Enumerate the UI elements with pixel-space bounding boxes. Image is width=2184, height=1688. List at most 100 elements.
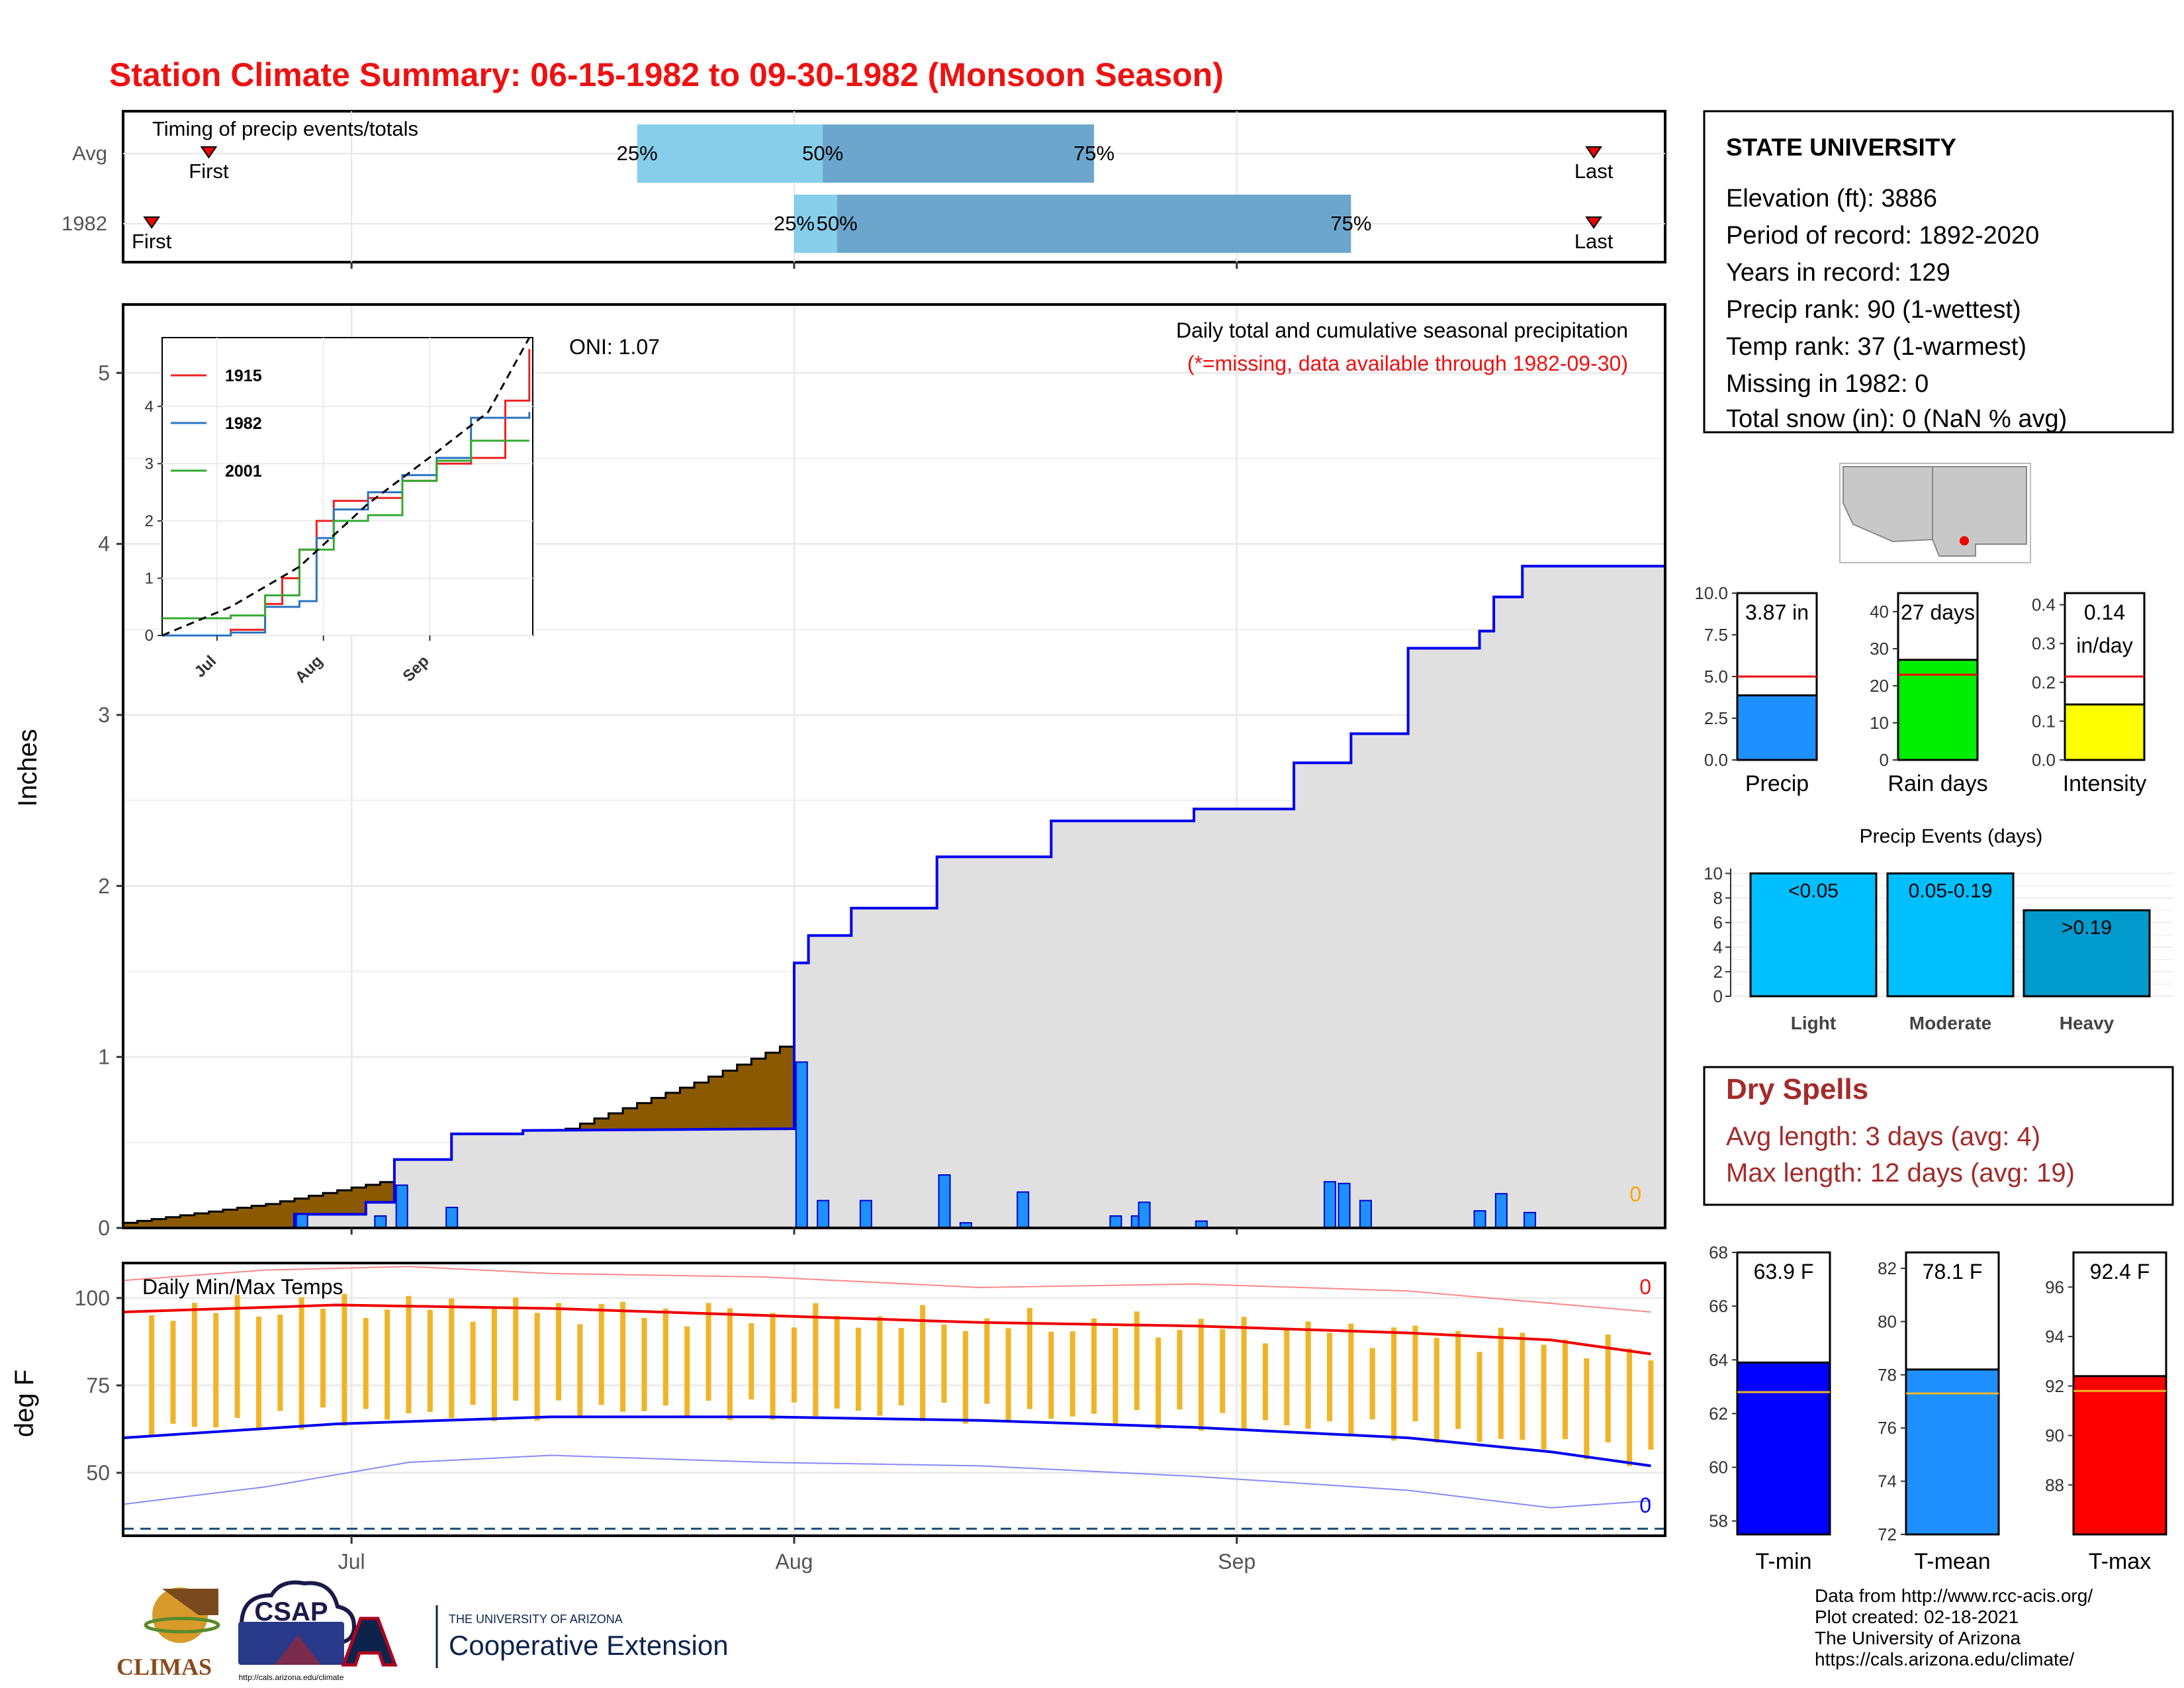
precip-plot xyxy=(122,565,1666,1229)
temp-y-label: deg F xyxy=(10,1370,39,1437)
daily-precip-bar xyxy=(1524,1211,1537,1229)
inset-y-tick-label: 2 xyxy=(145,512,154,530)
daily-precip-bar xyxy=(445,1207,459,1229)
csap-mountain-icon xyxy=(275,1635,321,1665)
temp-summary-tick-label: 58 xyxy=(1709,1511,1728,1531)
precip-frame xyxy=(122,303,1666,1229)
precip-panel: 0 1 2 3 4 5 Inches Daily total and cumulative… xyxy=(13,303,1666,1240)
first-event-marker-icon xyxy=(200,146,218,159)
daily-temp-bar xyxy=(920,1305,926,1422)
summary-bar-tick-label: 5.0 xyxy=(1704,667,1728,686)
temp-summary-category-label: T-max xyxy=(2089,1549,2151,1574)
daily-precip-bar xyxy=(938,1174,951,1229)
precip-y-tick-label: 0 xyxy=(98,1216,110,1240)
daily-precip-bar xyxy=(1138,1201,1151,1229)
footer-line-url: https://cals.arizona.edu/climate/ xyxy=(1815,1649,2074,1669)
record-min-line xyxy=(122,1454,1651,1509)
temp-summary-category-label: T-min xyxy=(1756,1549,1812,1574)
daily-temp-bar xyxy=(1348,1323,1354,1436)
summary-bar-category-label: Precip xyxy=(1745,771,1809,796)
footer-line-data: Data from http://www.rcc-acis.org/ xyxy=(1815,1585,2093,1606)
events-y-tick-label: 0 xyxy=(1713,986,1723,1006)
events-y-tick-label: 4 xyxy=(1713,937,1723,957)
first-event-marker-icon xyxy=(143,216,161,229)
inset-legend: 1915 1982 2001 xyxy=(171,367,262,481)
timing-bar-25-50 xyxy=(637,124,823,183)
daily-precip-bar xyxy=(395,1184,408,1229)
csap-wordmark: CSAP xyxy=(254,1597,328,1626)
oni-label: ONI: 1.07 xyxy=(569,335,660,359)
daily-temp-bar xyxy=(1305,1321,1311,1429)
daily-temp-bar xyxy=(1177,1330,1183,1410)
summary-bar-value xyxy=(1897,659,1979,761)
daily-temp-bar xyxy=(1284,1329,1290,1426)
daily-temp-bar xyxy=(1048,1331,1054,1419)
daily-temp-bar xyxy=(1648,1360,1654,1450)
temp-summary-tick-label: 94 xyxy=(2045,1327,2064,1346)
events-bar xyxy=(1749,872,1878,998)
cumulative-1982-line xyxy=(123,565,1665,1229)
daily-temp-bar xyxy=(684,1326,690,1417)
daily-temp-bar xyxy=(1113,1327,1118,1425)
daily-temp-bar xyxy=(1241,1317,1247,1430)
daily-temp-bar xyxy=(298,1297,304,1430)
daily-precip-bar xyxy=(1359,1199,1372,1229)
last-event-marker-icon xyxy=(1585,146,1603,159)
timing-pct-75: 75% xyxy=(1330,212,1371,235)
summary-bar-intensity: 0.14 in/day 0.0 0.1 0.2 0.3 0.4 Intensity xyxy=(2032,592,2146,796)
map-state-new-mexico xyxy=(1932,466,2027,557)
daily-temp-bar xyxy=(1198,1319,1204,1431)
temp-summary-value-label: 78.1 F xyxy=(1923,1260,1983,1284)
daily-temp-bar xyxy=(877,1316,883,1416)
inset-y-tick-label: 1 xyxy=(145,569,154,587)
daily-temp-bar xyxy=(1091,1318,1097,1414)
temp-y-axis: 50 75 100 xyxy=(75,1286,123,1485)
inset-y-tick-label: 4 xyxy=(145,398,154,416)
timing-bar-50-75 xyxy=(837,195,1351,253)
daily-temp-bar xyxy=(149,1315,155,1436)
events-plot: <0.05 Light 0.05-0.19 Moderate >0.19 Heavy 0 2 4… xyxy=(1704,863,2173,1033)
temp-summary-tick-label: 78 xyxy=(1878,1365,1897,1385)
precip-y-label: Inches xyxy=(13,729,42,807)
daily-temp-bar xyxy=(1627,1348,1633,1466)
timing-bar-50-75 xyxy=(823,124,1095,183)
temp-panel-title: Daily Min/Max Temps xyxy=(142,1275,343,1299)
daily-temp-bar xyxy=(1562,1339,1568,1440)
avg-max-line xyxy=(122,1303,1651,1356)
daily-temp-bar xyxy=(662,1308,668,1406)
ua-logo: A THE UNIVERSITY OF ARIZONA Cooperative … xyxy=(341,1605,729,1668)
summary-bar-category-label: Rain days xyxy=(1888,771,1987,796)
daily-temp-bar xyxy=(341,1293,347,1426)
inset-lines xyxy=(161,337,531,637)
precip-y-tick-label: 3 xyxy=(98,703,110,727)
inset-series-1982 xyxy=(162,412,531,637)
daily-temp-bar xyxy=(1005,1328,1011,1423)
daily-temp-bar xyxy=(427,1309,433,1412)
daily-temp-bar xyxy=(491,1306,497,1421)
station-line-years: Years in record: 129 xyxy=(1726,259,1950,287)
inset-legend-label: 1915 xyxy=(225,367,262,385)
x-tick-label: Aug xyxy=(776,1550,813,1573)
daily-temp-bar xyxy=(641,1317,647,1411)
daily-temp-bar xyxy=(1433,1338,1439,1443)
daily-temp-bar xyxy=(856,1327,862,1411)
dry-spells-max: Max length: 12 days (avg: 19) xyxy=(1726,1158,2075,1188)
summary-bar-value-label: 27 days xyxy=(1901,600,1975,624)
daily-precip-bar xyxy=(1109,1215,1122,1229)
daily-temp-bar xyxy=(255,1316,261,1430)
temp-summary-tick-label: 88 xyxy=(2045,1475,2064,1495)
summary-bar-tick-label: 30 xyxy=(1870,639,1889,659)
climas-wordmark: CLIMAS xyxy=(116,1654,212,1680)
events-y-tick-label: 8 xyxy=(1713,888,1723,908)
temp-y-tick-label: 50 xyxy=(86,1461,110,1485)
timing-row-label-avg: Avg xyxy=(72,142,107,165)
shared-x-axis: Jul Aug Sep xyxy=(338,262,1255,1573)
daily-precip-bar xyxy=(817,1199,830,1229)
temp-y-tick-label: 75 xyxy=(86,1374,110,1397)
station-line-snow: Total snow (in): 0 (NaN % avg) xyxy=(1726,405,2067,433)
daily-temp-bar xyxy=(234,1295,240,1418)
daily-temp-bar xyxy=(406,1295,412,1413)
summary-bar-tick-label: 10.0 xyxy=(1694,583,1728,603)
daily-precip-bar xyxy=(295,1213,308,1229)
x-tick-label: Sep xyxy=(1218,1550,1255,1573)
